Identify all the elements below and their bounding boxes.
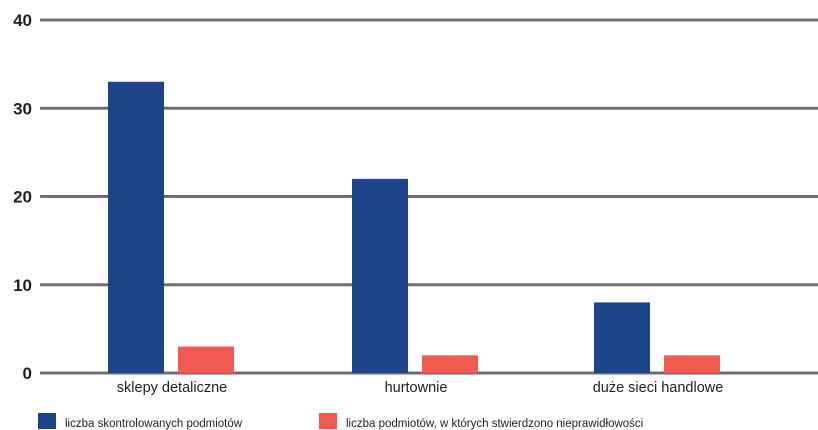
x-tick-label: hurtownie	[385, 380, 448, 396]
bar-series1-3	[594, 302, 650, 373]
bar-series2-2	[422, 355, 478, 373]
y-axis-ticks: 0 10 20 30 40	[13, 11, 32, 383]
bar-series2-3	[664, 355, 720, 373]
bar-series1-1	[108, 81, 164, 374]
y-tick-label: 30	[13, 99, 32, 118]
x-tick-label: duże sieci handlowe	[593, 380, 724, 396]
bar-series2-1	[178, 346, 234, 373]
bars	[108, 81, 720, 374]
legend-swatch-2	[319, 413, 337, 429]
x-tick-label: sklepy detaliczne	[117, 380, 227, 396]
legend: liczba skontrolowanych podmiotów liczba p…	[38, 413, 643, 430]
y-tick-label: 0	[23, 364, 32, 383]
bar-series1-2	[352, 178, 408, 373]
y-tick-label: 40	[13, 11, 32, 30]
y-tick-label: 10	[13, 276, 32, 295]
legend-label-1: liczba skontrolowanych podmiotów	[65, 418, 243, 430]
x-axis-ticks: sklepy detaliczne hurtownie duże sieci han…	[117, 380, 724, 396]
legend-label-2: liczba podmiotów, w których stwierdzono …	[346, 418, 643, 430]
legend-swatch-1	[38, 413, 56, 429]
y-tick-label: 20	[13, 188, 32, 207]
